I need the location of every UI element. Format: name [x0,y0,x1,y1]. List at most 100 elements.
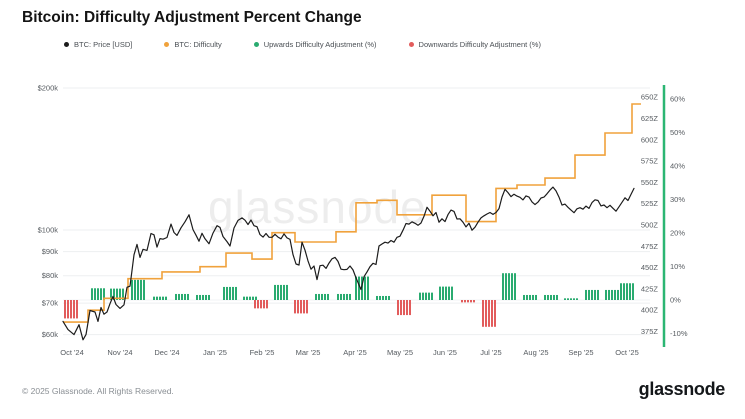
percent-tick-label: 60% [670,95,685,104]
legend-dot [253,42,259,47]
x-tick-label: Oct '24 [60,348,84,357]
watermark: glassnode [208,181,427,233]
price-tick-label: $90k [42,247,59,256]
adjustment-bar [300,300,302,314]
adjustment-bar [297,300,299,314]
adjustment-bar [64,300,66,319]
adjustment-bar [243,296,245,300]
difficulty-tick-label: 550Z [641,178,659,187]
adjustment-bar [337,293,339,300]
adjustment-bar [131,279,133,300]
adjustment-bar [505,273,507,300]
adjustment-bar [448,286,450,300]
adjustment-bar [529,294,531,300]
adjustment-bar [246,296,248,300]
adjustment-bar [277,284,279,300]
price-tick-label: $200k [38,84,59,93]
adjustment-bar [260,300,262,309]
adjustment-bar [165,296,167,300]
legend-item-2[interactable]: Upwards Difficulty Adjustment (%) [253,40,377,49]
adjustment-bar [327,293,329,300]
adjustment-bar [502,273,504,300]
adjustment-bar [514,273,516,300]
adjustment-bar [632,283,634,300]
adjustment-bar [324,293,326,300]
adjustment-bar [439,286,441,300]
adjustment-bar [588,289,590,300]
adjustment-bar [597,289,599,300]
adjustment-bar [134,279,136,300]
legend: BTC: Price [USD] BTC: Difficulty Upwards D… [64,40,541,49]
adjustment-bar [367,276,369,300]
adjustment-bar [143,279,145,300]
adjustment-bar [252,296,254,300]
price-line [62,186,635,341]
percent-tick-label: 40% [670,162,685,171]
adjustment-bar [343,293,345,300]
legend-item-0[interactable]: BTC: Price [USD] [64,40,132,49]
adjustment-bar [508,273,510,300]
adjustment-bar [223,286,225,300]
adjustment-bar [361,276,363,300]
adjustment-bar [591,289,593,300]
difficulty-tick-label: 425Z [641,284,659,293]
adjustment-bar [122,288,124,300]
adjustment-bar [488,300,490,327]
difficulty-line [63,103,641,323]
copyright-text: © 2025 Glassnode. All Rights Reserved. [22,386,174,396]
price-tick-label: $60k [42,330,59,339]
adjustment-bar [570,298,572,300]
percent-tick-label: 0% [670,296,681,305]
x-tick-label: Mar '25 [296,348,321,357]
adjustment-bar [67,300,69,319]
adjustment-bar [464,300,466,303]
x-tick-label: Feb '25 [250,348,275,357]
adjustment-bar [544,294,546,300]
adjustment-bar [162,296,164,300]
adjustment-bar [553,294,555,300]
difficulty-tick-label: 575Z [641,157,659,166]
difficulty-tick-label: 500Z [641,221,659,230]
legend-item-1[interactable]: BTC: Difficulty [164,40,222,49]
adjustment-bar [355,276,357,300]
legend-label: BTC: Price [USD] [74,40,133,49]
adjustment-bar [196,294,198,300]
legend-dot [408,42,414,47]
adjustment-bar [573,298,575,300]
adjustment-bar [255,296,257,300]
adjustment-bar [315,293,317,300]
x-tick-label: May '25 [387,348,413,357]
x-tick-label: Jan '25 [203,348,227,357]
adjustment-bar [358,276,360,300]
adjustment-bar [303,300,305,314]
adjustment-bar [425,292,427,300]
adjustment-bar [451,286,453,300]
adjustment-bar [208,294,210,300]
adjustment-bar [385,295,387,300]
adjustment-bar [617,289,619,300]
adjustment-bar [306,300,308,314]
adjustment-bar [400,300,402,316]
adjustment-bar [620,283,622,300]
adjustment-bar [349,293,351,300]
legend-item-3[interactable]: Downwards Difficulty Adjustment (%) [408,40,541,49]
page-title: Bitcoin: Difficulty Adjustment Percent C… [22,9,362,26]
adjustment-bar [318,293,320,300]
difficulty-tick-label: 450Z [641,263,659,272]
adjustment-bar [226,286,228,300]
adjustment-bar [564,298,566,300]
adjustment-bar [594,289,596,300]
adjustment-bar [585,289,587,300]
adjustment-bar [94,288,96,300]
adjustment-bar [422,292,424,300]
x-tick-label: Apr '25 [343,348,367,357]
legend-dot [164,42,170,47]
legend-dot [64,42,69,47]
adjustment-bar [406,300,408,316]
legend-label: BTC: Difficulty [174,40,222,49]
percent-tick-label: 30% [670,195,685,204]
adjustment-bar [97,288,99,300]
difficulty-tick-label: 600Z [641,135,659,144]
adjustment-bar [535,294,537,300]
